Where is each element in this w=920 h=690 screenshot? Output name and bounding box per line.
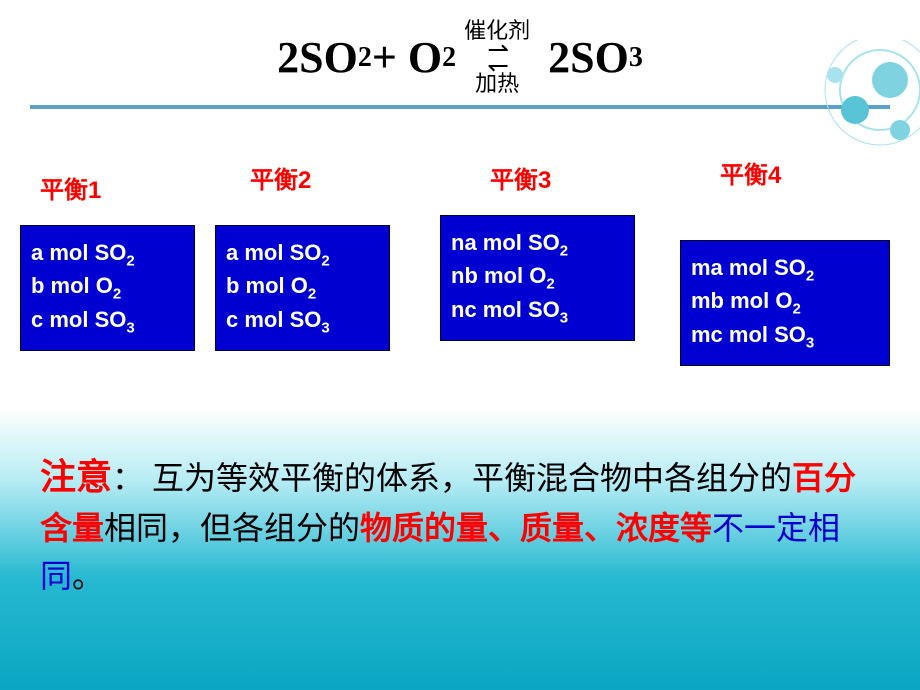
note-seg4: 相同，但各组分的 [104,510,360,546]
note-text: 注意： 互为等效平衡的体系，平衡混合物中各组分的百分含量相同，但各组分的物质的量… [40,450,880,600]
box4-row3: mc mol SO3 [691,320,879,353]
eq-right: 2SO [548,32,629,83]
box1-row3: c mol SO3 [31,305,184,338]
eq-plus-sub: 2 [442,42,456,74]
box4-row2: mb mol O2 [691,286,879,319]
note-seg2: ： 互为等效平衡的体系，平衡混合物中各组分的 [112,460,792,496]
eq-plus: + O [372,32,442,83]
note-seg5: 物质的量、质量、浓度等 [360,510,712,546]
eq-right-sub: 3 [629,42,643,74]
box4-row1: ma mol SO2 [691,253,879,286]
equilibrium-label-3: 平衡3 [490,160,551,195]
equilibrium-box-2: a mol SO2 b mol O2 c mol SO3 [215,225,390,351]
equilibrium-box-4: ma mol SO2 mb mol O2 mc mol SO3 [680,240,890,366]
box3-row2: nb mol O2 [451,261,624,294]
separator-line [30,105,890,109]
equilibrium-conditions: 催化剂 ⇀ ↽ 加热 [464,20,530,95]
note-heading: 注意 [40,457,112,497]
eq-left1-sub: 2 [358,42,372,74]
box2-row3: c mol SO3 [226,305,379,338]
chemical-equation: 2SO2 + O2 催化剂 ⇀ ↽ 加热 2SO3 [0,0,920,105]
note-seg7: 。 [72,558,104,594]
box1-row2: b mol O2 [31,271,184,304]
equilibrium-label-4: 平衡4 [720,155,781,190]
box1-row1: a mol SO2 [31,238,184,271]
equilibrium-box-3: na mol SO2 nb mol O2 nc mol SO3 [440,215,635,341]
equilibrium-label-2: 平衡2 [250,160,311,195]
note-area: 注意： 互为等效平衡的体系，平衡混合物中各组分的百分含量相同，但各组分的物质的量… [0,410,920,690]
equilibrium-box-1: a mol SO2 b mol O2 c mol SO3 [20,225,195,351]
box2-row1: a mol SO2 [226,238,379,271]
equilibrium-label-1: 平衡1 [40,170,101,205]
eq-left1: 2SO [277,32,358,83]
box3-row3: nc mol SO3 [451,295,624,328]
box2-row2: b mol O2 [226,271,379,304]
box3-row1: na mol SO2 [451,228,624,261]
cond-bottom: 加热 [475,73,519,95]
